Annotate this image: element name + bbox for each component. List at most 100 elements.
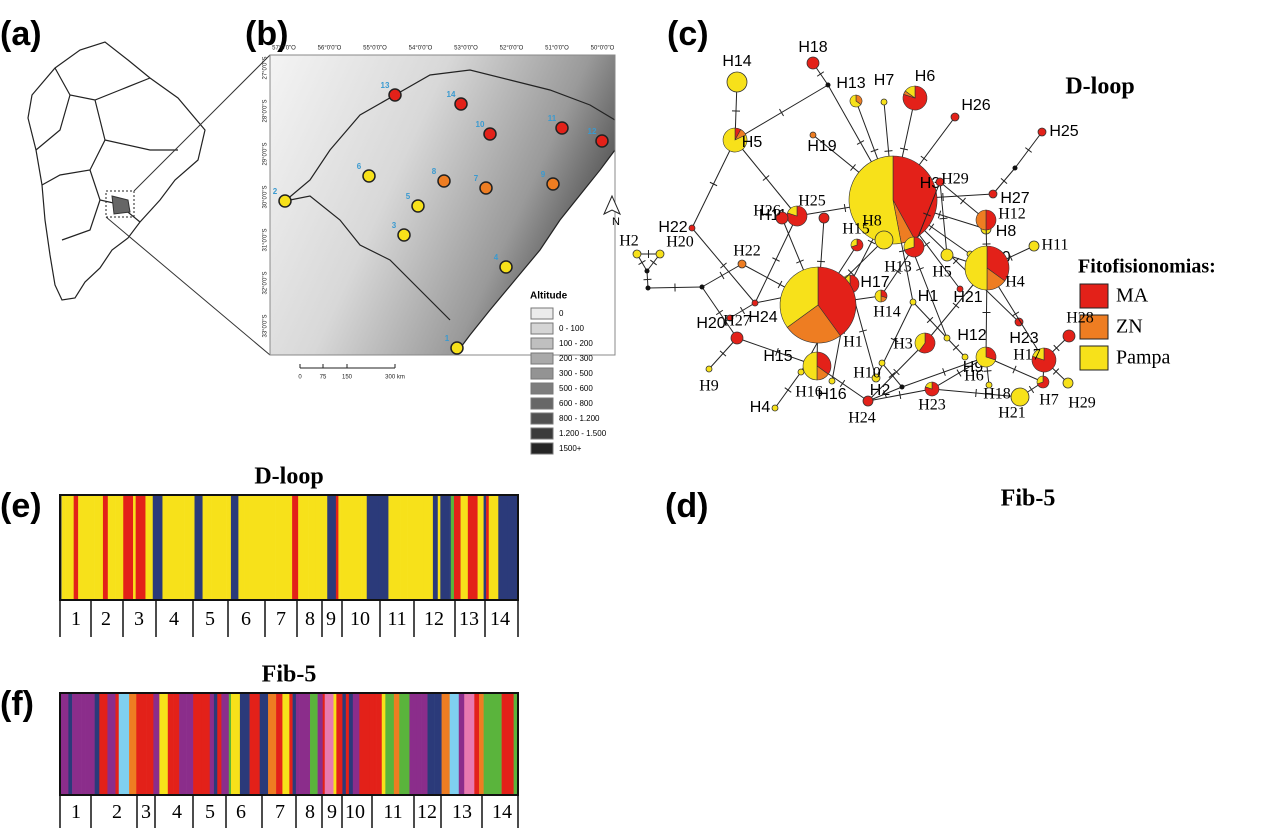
- site-label: 11: [548, 114, 557, 123]
- population-label: 7: [275, 801, 285, 823]
- ancestry-stripe: [327, 495, 336, 600]
- ancestry-stripe: [193, 693, 202, 795]
- ancestry-stripe: [187, 693, 194, 795]
- haplotype-node: [1011, 388, 1029, 406]
- mutation-tick: [929, 224, 934, 231]
- haplotype-node: [863, 396, 873, 406]
- ancestry-stripe: [179, 495, 185, 600]
- ancestry-stripe: [486, 495, 489, 600]
- haplotype-label: H9: [699, 378, 719, 395]
- median-vector: [900, 385, 905, 390]
- panel-label: (e): [0, 487, 42, 525]
- ancestry-stripe: [211, 495, 217, 600]
- ancestry-stripe: [153, 693, 159, 795]
- ancestry-stripe: [82, 693, 86, 795]
- ancestry-stripe: [179, 693, 187, 795]
- population-label: 8: [305, 801, 315, 823]
- population-label: 1: [71, 608, 81, 630]
- ancestry-stripe: [354, 495, 361, 600]
- haplotype-node: [941, 249, 953, 261]
- ancestry-stripe: [108, 495, 116, 600]
- ancestry-stripe: [68, 693, 72, 795]
- ancestry-stripe: [353, 693, 360, 795]
- mutation-tick: [785, 388, 791, 393]
- haplotype-label: H24: [748, 309, 777, 326]
- haplotype-label: H20: [666, 234, 694, 251]
- ancestry-stripe: [479, 693, 484, 795]
- mutation-tick: [984, 371, 992, 372]
- ancestry-stripe: [282, 693, 289, 795]
- haplotype-label: H5: [742, 134, 763, 151]
- haplotype-label: H25: [1049, 123, 1078, 140]
- haplotype-label: H8: [996, 223, 1017, 240]
- haplotype-node: [989, 190, 997, 198]
- altitude-swatch: [531, 383, 553, 394]
- ancestry-stripe: [289, 693, 293, 795]
- ancestry-stripe: [103, 495, 108, 600]
- population-label: 1: [71, 801, 81, 823]
- population-label: 5: [205, 801, 215, 823]
- ancestry-stripe: [168, 693, 174, 795]
- altitude-swatch: [531, 413, 553, 424]
- site-marker: [455, 98, 467, 110]
- haplotype-label: H26: [961, 97, 990, 114]
- site-marker: [547, 178, 559, 190]
- site-marker: [389, 89, 401, 101]
- ancestry-stripe: [323, 693, 325, 795]
- ancestry-stripe: [464, 693, 474, 795]
- mutation-tick: [763, 175, 769, 180]
- ancestry-stripe: [266, 495, 276, 600]
- ancestry-stripe: [451, 495, 454, 600]
- haplotype-label: H15: [763, 348, 792, 365]
- ancestry-stripe: [133, 495, 136, 600]
- population-label: 3: [134, 608, 144, 630]
- site-marker: [500, 261, 512, 273]
- ancestry-stripe: [310, 693, 318, 795]
- latitude-label: 33°0'0"S: [263, 314, 269, 337]
- altitude-swatch: [531, 353, 553, 364]
- haplotype-node: [706, 366, 712, 372]
- haplotype-label: H12: [957, 327, 986, 344]
- ancestry-stripe: [229, 693, 231, 795]
- ancestry-stripe: [238, 495, 244, 600]
- ancestry-stripe: [359, 693, 370, 795]
- ancestry-stripe: [461, 495, 465, 600]
- longitude-label: 55°0'0"O: [363, 46, 387, 52]
- ancestry-stripe: [72, 693, 82, 795]
- haplotype-node: [738, 260, 746, 268]
- ancestry-stripe: [292, 495, 298, 600]
- population-label: 7: [276, 608, 286, 630]
- population-label: 14: [492, 801, 512, 823]
- ancestry-stripe: [417, 693, 422, 795]
- ancestry-stripe: [203, 495, 205, 600]
- haplotype-label: H7: [874, 72, 895, 89]
- latitude-label: 31°0'0"S: [263, 228, 269, 251]
- haplotype-label: H1: [918, 288, 939, 305]
- ancestry-stripe: [369, 495, 379, 600]
- haplotype-label: H19: [807, 138, 836, 155]
- mutation-tick: [976, 389, 977, 397]
- haplotype-label: H12: [998, 206, 1026, 223]
- scale-label: 0: [298, 375, 302, 381]
- altitude-label: 300 - 500: [559, 369, 593, 378]
- ancestry-stripe: [259, 495, 266, 600]
- ancestry-stripe: [226, 495, 231, 600]
- altitude-swatch: [531, 338, 553, 349]
- ancestry-stripe: [434, 693, 442, 795]
- scale-label: 150: [342, 375, 353, 381]
- haplotype-node: [727, 72, 747, 92]
- ancestry-stripe: [78, 495, 87, 600]
- site-marker: [451, 342, 463, 354]
- mutation-tick: [817, 72, 824, 77]
- ancestry-stripe: [505, 693, 514, 795]
- population-label: 4: [169, 608, 179, 630]
- population-label: 6: [241, 608, 251, 630]
- ancestry-stripe: [377, 693, 383, 795]
- ancestry-stripe: [489, 495, 499, 600]
- ancestry-stripe: [268, 693, 276, 795]
- mutation-tick: [957, 370, 961, 377]
- haplotype-node: [772, 405, 778, 411]
- population-label: 2: [101, 608, 111, 630]
- ancestry-stripe: [115, 693, 119, 795]
- median-vector: [1013, 166, 1018, 171]
